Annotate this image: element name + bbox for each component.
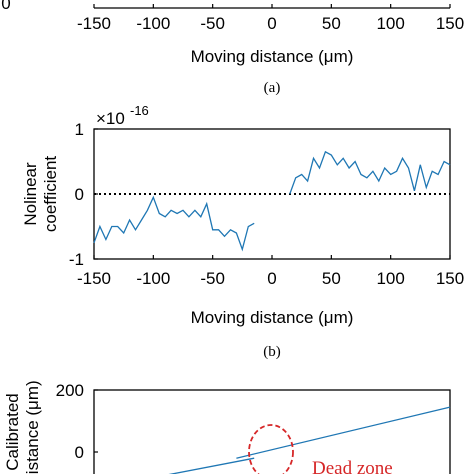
panel-c-series-line-1	[236, 406, 451, 459]
panel-b-series	[93, 150, 451, 252]
panel-a: 0 -150 -100 -50 0 50 100 150 Moving distance (…	[1, 0, 464, 96]
panel-c-series-line-2	[168, 457, 255, 474]
panel-c-axes-box	[93, 389, 451, 474]
panel-b-x-ticks: -150 -100 -50 0 50 100 150	[77, 255, 464, 288]
panel-a-xtick-label: 150	[436, 14, 464, 33]
panel-b-ytick-label: -1	[69, 250, 84, 269]
panel-b-xtick-label: -50	[200, 269, 225, 288]
panel-b-ytick-label: 0	[75, 185, 84, 204]
panel-a-xlabel: Moving distance (μm)	[191, 47, 354, 66]
panel-b-caption: (b)	[263, 344, 281, 360]
panel-c-series	[168, 406, 451, 474]
panel-a-ytick-label: 0	[1, 0, 10, 13]
panel-c-ytick-label: 200	[56, 381, 84, 400]
panel-b-axes-box	[93, 128, 451, 260]
panel-b-ylabel-line1: Nolinear	[21, 162, 40, 226]
panel-b-xtick-label: -100	[136, 269, 170, 288]
panel-a-caption: (a)	[264, 80, 281, 96]
panel-a-xtick-label: -50	[200, 14, 225, 33]
panel-b-xtick-label: 50	[322, 269, 341, 288]
panel-b-ylabel-line2: coefficient	[41, 156, 60, 233]
panel-b-series-line-1	[93, 195, 255, 252]
panel-b-ytick-label: 1	[75, 120, 84, 139]
panel-a-xtick-label: 0	[267, 14, 276, 33]
panel-a-xtick-label: 100	[376, 14, 404, 33]
panel-a-xtick-label: 50	[322, 14, 341, 33]
dead-zone-circle	[248, 424, 294, 474]
panel-b: ×10 -16 1 0 -1 -150 -100 -50 0 50 100 150 Noline…	[21, 103, 464, 360]
panel-b-xtick-label: 150	[436, 269, 464, 288]
panel-b-exponent-base: ×10	[96, 109, 125, 128]
panel-c-ylabel-line1: Calibrated	[3, 393, 22, 471]
dead-zone-annotation: Dead zone	[312, 458, 393, 474]
panel-b-xtick-label: -150	[77, 269, 111, 288]
panel-b-xlabel: Moving distance (μm)	[191, 308, 354, 327]
panel-a-xtick-label: -100	[136, 14, 170, 33]
panel-b-xtick-label: 100	[376, 269, 404, 288]
panel-b-exponent-power: -16	[130, 103, 149, 118]
panel-a-x-ticks: -150 -100 -50 0 50 100 150	[77, 4, 464, 33]
panel-c-ylabel-line2: distance (μm)	[23, 380, 42, 474]
panel-a-xtick-label: -150	[77, 14, 111, 33]
panel-b-xtick-label: 0	[267, 269, 276, 288]
panel-c-ytick-label: 0	[75, 443, 84, 462]
panel-b-series-line-2	[289, 150, 451, 195]
